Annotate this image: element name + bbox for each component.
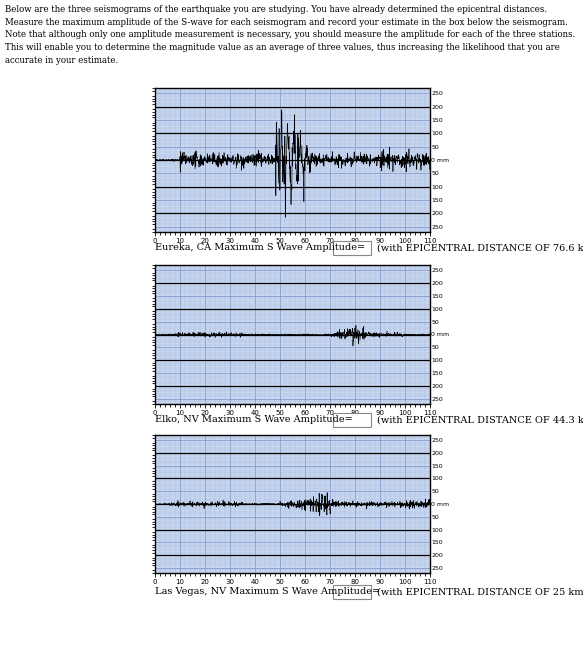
Text: (with EPICENTRAL DISTANCE OF 25 km): (with EPICENTRAL DISTANCE OF 25 km) — [377, 588, 583, 596]
Text: Below are the three seismograms of the earthquake you are studying. You have alr: Below are the three seismograms of the e… — [5, 5, 547, 14]
Text: (with EPICENTRAL DISTANCE OF 44.3 km): (with EPICENTRAL DISTANCE OF 44.3 km) — [377, 416, 583, 424]
Text: This will enable you to determine the magnitude value as an average of three val: This will enable you to determine the ma… — [5, 43, 560, 52]
Text: accurate in your estimate.: accurate in your estimate. — [5, 55, 118, 65]
Text: Las Vegas, NV Maximum S Wave Amplitude=: Las Vegas, NV Maximum S Wave Amplitude= — [155, 588, 380, 596]
Text: Measure the maximum amplitude of the S-wave for each seismogram and record your : Measure the maximum amplitude of the S-w… — [5, 17, 568, 27]
Text: Elko, NV Maximum S Wave Amplitude=: Elko, NV Maximum S Wave Amplitude= — [155, 416, 353, 424]
Text: Eureka, CA Maximum S Wave Amplitude=: Eureka, CA Maximum S Wave Amplitude= — [155, 243, 365, 253]
Text: (with EPICENTRAL DISTANCE OF 76.6 km): (with EPICENTRAL DISTANCE OF 76.6 km) — [377, 243, 583, 253]
Text: Note that although only one amplitude measurement is necessary, you should measu: Note that although only one amplitude me… — [5, 30, 575, 39]
